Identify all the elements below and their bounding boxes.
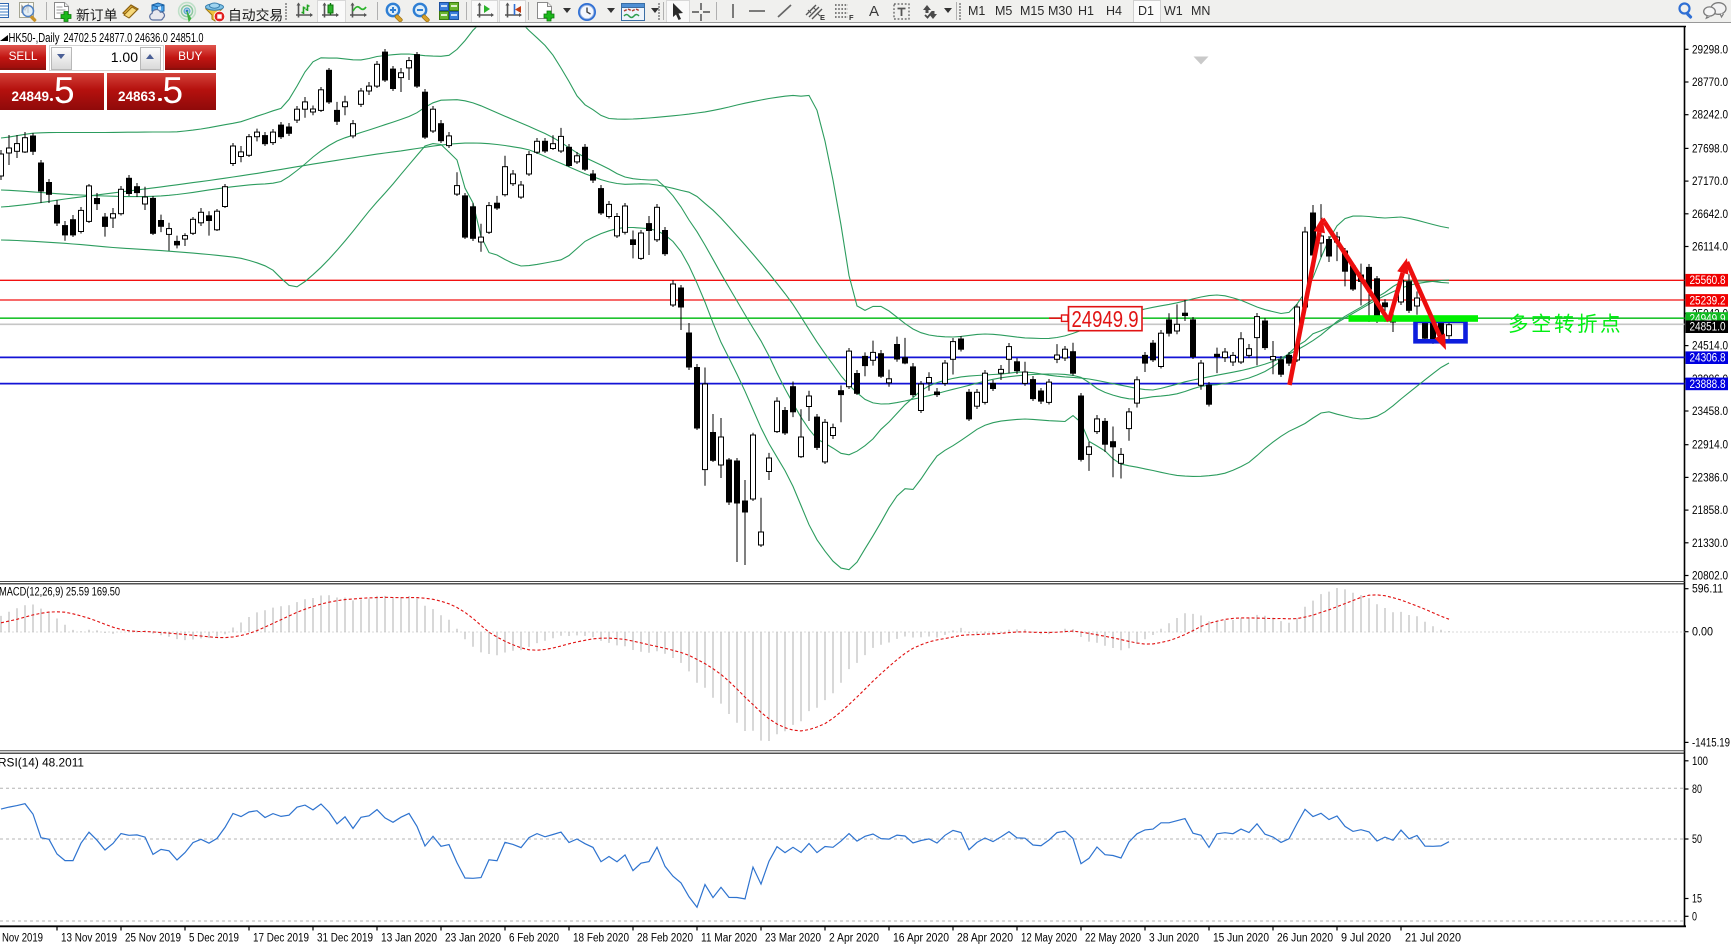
svg-text:F: F bbox=[849, 13, 854, 22]
svg-text:17 Dec 2019: 17 Dec 2019 bbox=[253, 933, 309, 945]
svg-text:15 Jun 2020: 15 Jun 2020 bbox=[1213, 933, 1269, 945]
svg-text:多空转折点: 多空转折点 bbox=[1508, 313, 1623, 336]
svg-text:24851.0: 24851.0 bbox=[1690, 322, 1726, 334]
svg-text:23 Mar 2020: 23 Mar 2020 bbox=[765, 933, 821, 945]
svg-text:18 Feb 2020: 18 Feb 2020 bbox=[573, 933, 629, 945]
svg-text:50: 50 bbox=[1692, 834, 1702, 846]
svg-text:13 Jan 2020: 13 Jan 2020 bbox=[381, 933, 437, 945]
svg-text:5 Dec 2019: 5 Dec 2019 bbox=[189, 933, 239, 945]
svg-text:6 Feb 2020: 6 Feb 2020 bbox=[509, 933, 559, 945]
svg-text:80: 80 bbox=[1692, 784, 1702, 796]
svg-text:24306.8: 24306.8 bbox=[1690, 353, 1726, 365]
svg-text:28770.0: 28770.0 bbox=[1692, 77, 1728, 89]
svg-text:25560.8: 25560.8 bbox=[1690, 275, 1726, 287]
svg-text:-1415.19: -1415.19 bbox=[1692, 737, 1730, 749]
svg-text:26 Jun 2020: 26 Jun 2020 bbox=[1277, 933, 1333, 945]
svg-text:23458.0: 23458.0 bbox=[1692, 406, 1728, 418]
svg-text:MACD(12,26,9) 25.59 169.50: MACD(12,26,9) 25.59 169.50 bbox=[0, 587, 120, 599]
svg-text:29298.0: 29298.0 bbox=[1692, 44, 1728, 56]
svg-text:23888.8: 23888.8 bbox=[1690, 379, 1726, 391]
svg-text:22386.0: 22386.0 bbox=[1692, 472, 1728, 484]
svg-text:27698.0: 27698.0 bbox=[1692, 143, 1728, 155]
svg-text:16 Apr 2020: 16 Apr 2020 bbox=[893, 933, 949, 945]
svg-text:24949.9: 24949.9 bbox=[1072, 306, 1139, 332]
svg-text:0.00: 0.00 bbox=[1692, 627, 1713, 639]
svg-text:15: 15 bbox=[1692, 894, 1702, 906]
svg-text:28242.0: 28242.0 bbox=[1692, 110, 1728, 122]
svg-text:23 Jan 2020: 23 Jan 2020 bbox=[445, 933, 501, 945]
svg-text:100: 100 bbox=[1692, 756, 1708, 768]
svg-text:24514.0: 24514.0 bbox=[1692, 341, 1728, 353]
svg-text:E: E bbox=[820, 13, 825, 22]
svg-text:26642.0: 26642.0 bbox=[1692, 209, 1728, 221]
svg-text:12 May 2020: 12 May 2020 bbox=[1021, 933, 1077, 945]
svg-text:20802.0: 20802.0 bbox=[1692, 571, 1728, 583]
svg-text:0: 0 bbox=[1692, 911, 1697, 923]
svg-text:22 May 2020: 22 May 2020 bbox=[1085, 933, 1141, 945]
svg-text:9 Jul 2020: 9 Jul 2020 bbox=[1341, 933, 1391, 945]
svg-text:24702.5 24877.0 24636.0 24851.: 24702.5 24877.0 24636.0 24851.0 bbox=[64, 31, 204, 45]
svg-text:27170.0: 27170.0 bbox=[1692, 176, 1728, 188]
svg-text:2 Apr 2020: 2 Apr 2020 bbox=[829, 933, 879, 945]
svg-text:21858.0: 21858.0 bbox=[1692, 505, 1728, 517]
svg-text:28 Feb 2020: 28 Feb 2020 bbox=[637, 933, 693, 945]
svg-text:RSI(14) 48.2011: RSI(14) 48.2011 bbox=[0, 758, 84, 770]
svg-text:28 Apr 2020: 28 Apr 2020 bbox=[957, 933, 1013, 945]
svg-text:25 Nov 2019: 25 Nov 2019 bbox=[125, 933, 181, 945]
svg-text:31 Dec 2019: 31 Dec 2019 bbox=[317, 933, 373, 945]
svg-text:HK50-,Daily: HK50-,Daily bbox=[9, 31, 61, 45]
svg-text:25239.2: 25239.2 bbox=[1690, 295, 1726, 307]
svg-text:13 Nov 2019: 13 Nov 2019 bbox=[61, 933, 117, 945]
svg-text:21 Jul 2020: 21 Jul 2020 bbox=[1405, 933, 1461, 945]
svg-text:22914.0: 22914.0 bbox=[1692, 440, 1728, 452]
svg-text:3 Jun 2020: 3 Jun 2020 bbox=[1149, 933, 1199, 945]
svg-text:596.11: 596.11 bbox=[1692, 584, 1723, 596]
svg-text:21330.0: 21330.0 bbox=[1692, 538, 1728, 550]
svg-text:Nov 2019: Nov 2019 bbox=[2, 933, 43, 945]
svg-text:11 Mar 2020: 11 Mar 2020 bbox=[701, 933, 757, 945]
svg-text:26114.0: 26114.0 bbox=[1692, 242, 1728, 254]
